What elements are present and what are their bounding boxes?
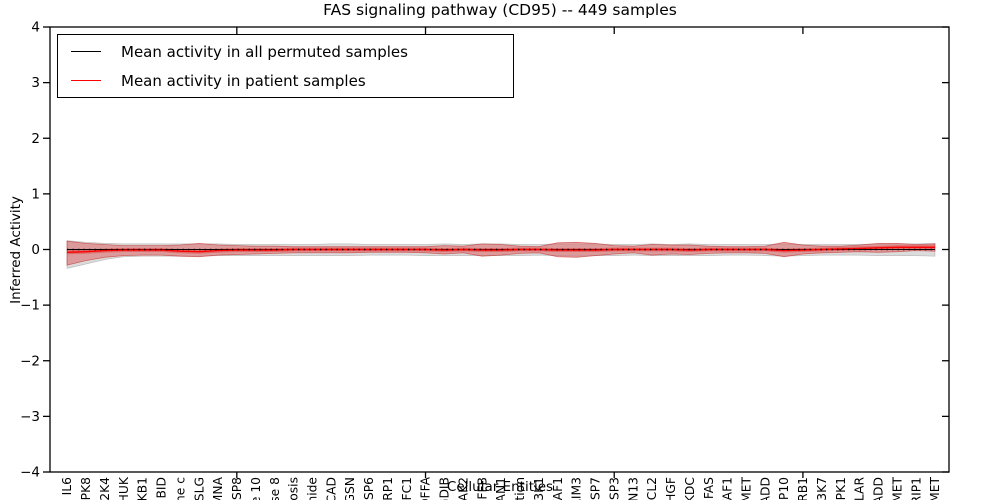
x-category-label: RIPK1 [834, 477, 848, 500]
chart-title: FAS signaling pathway (CD95) -- 449 samp… [323, 1, 677, 19]
x-category-label: CFLAR/RIP1 [909, 477, 923, 500]
legend-item-patient: Mean activity in patient samples [71, 66, 513, 95]
y-tick-label: −4 [20, 465, 40, 481]
y-tick-label: −1 [20, 298, 40, 314]
legend-line-swatch-red [71, 80, 101, 81]
x-category-label: IL6 [60, 477, 74, 495]
x-category-label: PARP1 [381, 477, 395, 500]
x-category-label: activation of caspase activity by cytoch… [173, 477, 187, 500]
x-category-label: FASLG/FAS/FADD/FAF1/Caspase 10 [249, 477, 263, 500]
x-category-label: SPTAN1 [494, 477, 508, 500]
x-axis-label: Cellular Entities [446, 479, 554, 495]
x-category-label: RFC1 [400, 477, 414, 500]
x-category-label: CHUK [117, 476, 131, 500]
x-category-label: DFFA [419, 476, 433, 500]
x-category-label: NFKB1 [136, 477, 150, 500]
x-category-label: MAPK8 [79, 477, 93, 500]
y-tick-label: 1 [31, 186, 40, 202]
y-tick-label: 0 [31, 242, 40, 258]
y-tick-label: 2 [31, 131, 40, 147]
legend-line-swatch-black [71, 51, 101, 52]
x-category-label: PTPN13 [626, 477, 640, 500]
x-category-label: FAF1 [721, 477, 735, 500]
legend-label-permuted: Mean activity in all permuted samples [121, 42, 408, 61]
x-category-label: FASLG [192, 477, 206, 500]
x-category-label: CASP3 [607, 477, 621, 500]
x-category-label: CASP7 [589, 477, 603, 500]
x-category-label: CASP10 [777, 477, 791, 500]
x-category-label: MAP3K7 [815, 477, 829, 500]
y-tick-label: −2 [20, 353, 40, 369]
x-category-label: CASP8 [230, 477, 244, 500]
x-category-label: LMNA [211, 476, 225, 500]
x-category-label: mol:ceramide [306, 477, 320, 500]
x-category-label: DFFB [475, 477, 489, 500]
legend-label-patient: Mean activity in patient samples [121, 71, 366, 90]
y-tick-label: 3 [31, 75, 40, 91]
x-category-label: ARHGDIB [438, 477, 452, 500]
x-category-label: PRKDC [683, 477, 697, 500]
x-category-label: HGF/MET [890, 477, 904, 500]
patient-mean-line [66, 246, 935, 253]
x-category-label: FASLG/FAS/FADD/FAF1 [551, 477, 565, 500]
x-category-label: MAP3K1 [532, 477, 546, 500]
permuted-band [66, 240, 936, 269]
x-category-label: FAS/FADD [872, 477, 886, 500]
x-category-label: MAP2K4 [98, 477, 112, 500]
x-category-label: CFLAR [853, 477, 867, 500]
x-category-label: GSN [343, 477, 357, 500]
y-tick-label: 4 [31, 20, 40, 36]
x-category-label: MET [740, 477, 754, 500]
patient-band [66, 240, 936, 266]
y-tick-label: −3 [20, 409, 40, 425]
x-category-label: RB1 [796, 477, 810, 500]
legend: Mean activity in all permuted samples Me… [57, 34, 514, 98]
x-category-label: FASLG/FAS/FADD/FAF1/Caspase 8 [268, 477, 282, 500]
x-category-label: CASP6 [362, 477, 376, 500]
x-category-label: actin filament polymerization [513, 477, 527, 500]
x-category-label: PAK2 [456, 477, 470, 500]
x-category-label: BCL2 [645, 477, 659, 500]
x-category-label: BID [155, 477, 169, 499]
x-category-label: FAIM3 [570, 477, 584, 500]
x-category-label: FADD [758, 477, 772, 500]
x-category-label: ICAD/CAD [324, 477, 338, 500]
legend-item-permuted: Mean activity in all permuted samples [71, 37, 513, 66]
x-category-label: DNA fragmentation during apoptosis [287, 477, 301, 500]
x-category-label: FAS [702, 477, 716, 499]
x-category-label: HGF [664, 477, 678, 500]
x-category-label: FAS/FADD/MET [928, 477, 942, 500]
